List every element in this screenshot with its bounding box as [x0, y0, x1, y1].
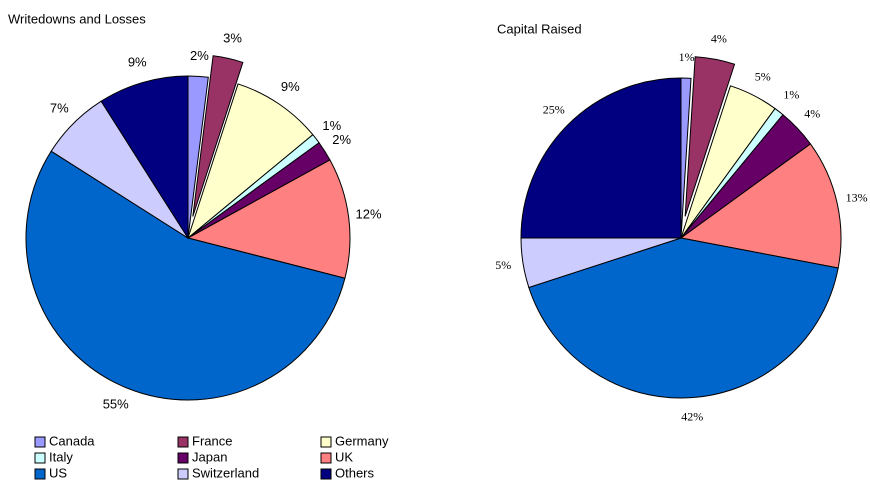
- pie-slice: [25, 150, 346, 401]
- data-label: 1%: [783, 88, 799, 102]
- legend-swatch: [320, 452, 332, 464]
- data-label: 1%: [322, 118, 341, 133]
- legend-swatch: [177, 436, 189, 448]
- legend-label: Others: [335, 465, 375, 480]
- data-label: 5%: [755, 69, 771, 83]
- pie-slice: [100, 75, 189, 240]
- legend-swatch: [177, 468, 189, 480]
- legend-label: Japan: [192, 449, 227, 464]
- pie-slice: [186, 83, 314, 240]
- data-label: 7%: [50, 101, 69, 116]
- data-label: 1%: [679, 50, 695, 64]
- legend-label: Germany: [335, 433, 389, 448]
- data-label: 9%: [128, 55, 147, 70]
- legend-label: France: [192, 433, 232, 448]
- data-label: 9%: [281, 79, 300, 94]
- legend-label: Canada: [49, 433, 95, 448]
- pie-slice: [528, 237, 839, 399]
- legend-label: Italy: [49, 449, 73, 464]
- data-label: 42%: [681, 409, 703, 423]
- legend-label: US: [49, 465, 67, 480]
- chart-title: Writedowns and Losses: [8, 11, 146, 26]
- legend-swatch: [34, 468, 46, 480]
- data-label: 2%: [332, 132, 351, 147]
- legend-swatch: [320, 468, 332, 480]
- legend-label: Switzerland: [192, 465, 259, 480]
- legend-swatch: [320, 436, 332, 448]
- legend-swatch: [34, 436, 46, 448]
- pie-slice: [186, 159, 351, 279]
- data-label: 12%: [356, 207, 382, 222]
- data-label: 3%: [223, 30, 242, 45]
- legend-swatch: [177, 452, 189, 464]
- legend-label: UK: [335, 449, 353, 464]
- chart-title: Capital Raised: [497, 21, 582, 36]
- data-label: 4%: [711, 31, 727, 45]
- data-label: 5%: [495, 258, 511, 272]
- pie-slice: [684, 56, 736, 217]
- legend-swatch: [34, 452, 46, 464]
- data-label: 13%: [846, 190, 868, 204]
- data-label: 25%: [543, 102, 565, 116]
- pie-slice: [520, 77, 682, 239]
- data-label: 4%: [804, 107, 820, 121]
- pie-slice: [192, 55, 244, 217]
- data-label: 2%: [190, 48, 209, 63]
- pie-slice: [679, 143, 842, 269]
- data-label: 55%: [103, 396, 129, 411]
